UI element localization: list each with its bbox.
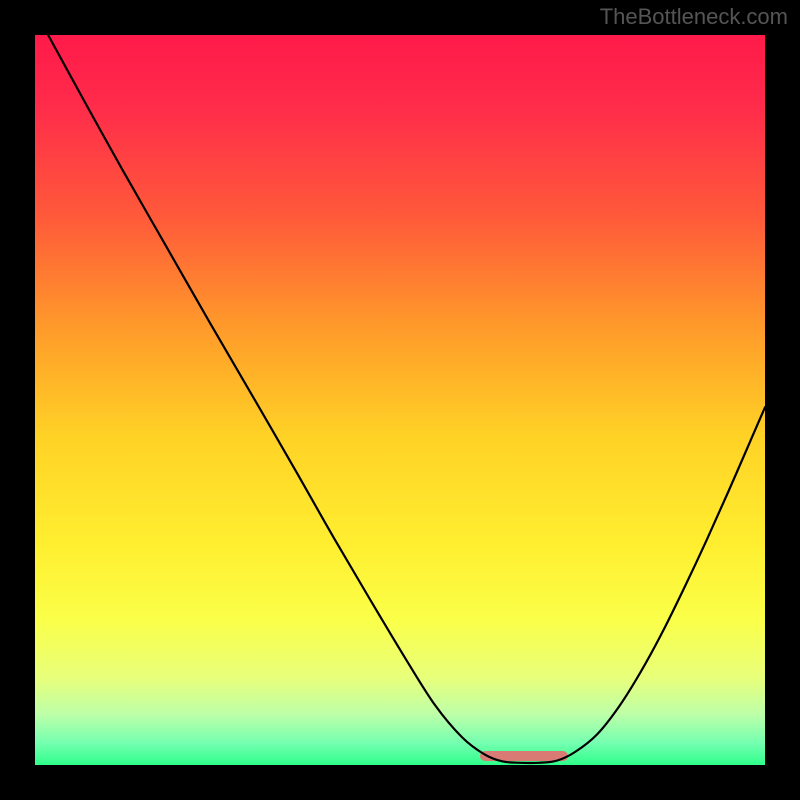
chart-frame: TheBottleneck.com	[0, 0, 800, 800]
bottleneck-curve	[35, 35, 765, 765]
curve-path	[48, 35, 765, 763]
watermark-text: TheBottleneck.com	[600, 4, 788, 30]
plot-area	[35, 35, 765, 765]
